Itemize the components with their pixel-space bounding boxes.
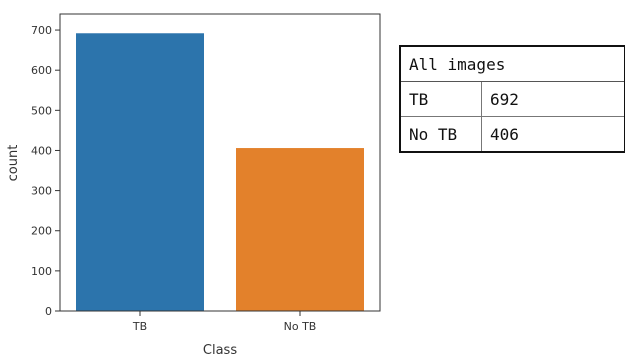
x-tick-label: No TB (284, 320, 317, 333)
y-tick-label: 100 (31, 265, 52, 278)
y-tick-label: 700 (31, 24, 52, 37)
table-cell-label: TB (399, 81, 482, 117)
y-tick-label: 400 (31, 144, 52, 157)
y-axis-ticks: 0 100 200 300 400 500 600 700 (31, 24, 60, 318)
x-axis-ticks: TB No TB (132, 311, 317, 333)
bars (76, 33, 364, 312)
table-cell-value: 692 (481, 81, 625, 117)
y-tick-label: 500 (31, 104, 52, 117)
y-axis-label: count (6, 145, 21, 182)
bar-chart: 0 100 200 300 400 500 600 700 TB No TB Class cou… (6, 13, 381, 358)
table-header: All images (399, 45, 625, 82)
table-row: No TB 406 (399, 116, 625, 153)
y-tick-label: 200 (31, 225, 52, 238)
table-row: TB 692 (399, 81, 625, 117)
x-tick-label: TB (132, 320, 147, 333)
y-tick-label: 600 (31, 64, 52, 77)
x-axis-label: Class (203, 343, 237, 358)
table-cell-label: No TB (399, 116, 482, 153)
y-tick-label: 0 (45, 305, 52, 318)
table-header-row: All images (399, 45, 625, 82)
plot-frame (59, 13, 381, 312)
summary-table: All images TB 692 No TB 406 (399, 45, 625, 153)
y-tick-label: 300 (31, 185, 52, 198)
bar (76, 33, 204, 312)
bar (236, 148, 364, 311)
table-cell-value: 406 (481, 116, 625, 153)
